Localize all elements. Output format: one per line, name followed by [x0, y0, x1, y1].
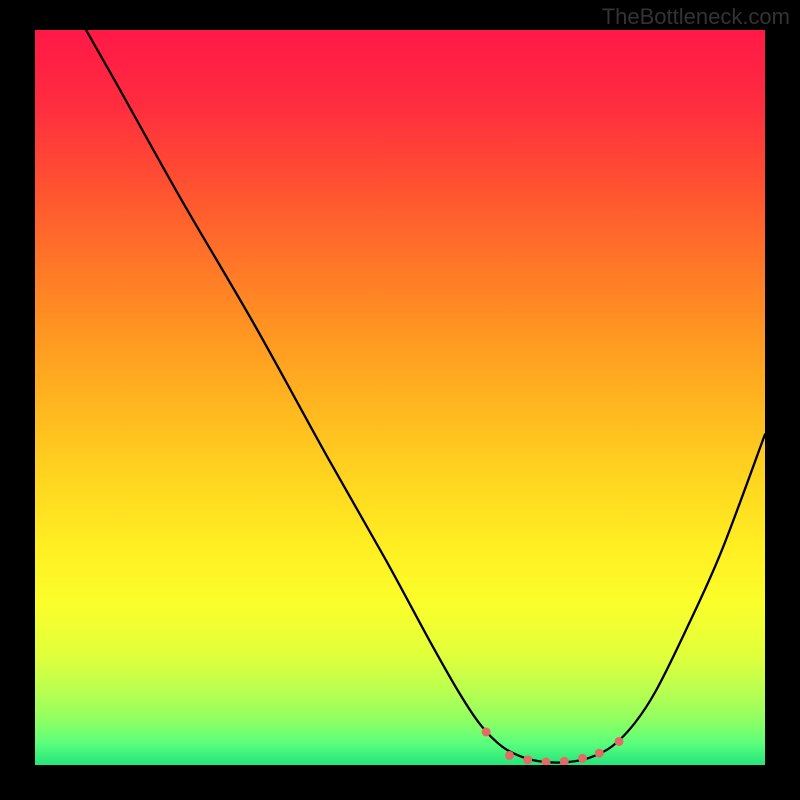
chart-plot-area — [35, 30, 765, 765]
optimal-marker — [505, 751, 514, 760]
optimal-marker — [560, 757, 569, 765]
optimal-marker — [578, 754, 587, 763]
chart-curve-layer — [35, 30, 765, 765]
optimal-marker — [482, 727, 491, 736]
optimal-marker — [542, 758, 551, 765]
optimal-marker — [595, 749, 604, 758]
bottleneck-curve — [86, 30, 765, 763]
optimal-marker — [615, 737, 624, 746]
optimal-marker — [523, 755, 532, 764]
watermark-text: TheBottleneck.com — [602, 4, 790, 30]
